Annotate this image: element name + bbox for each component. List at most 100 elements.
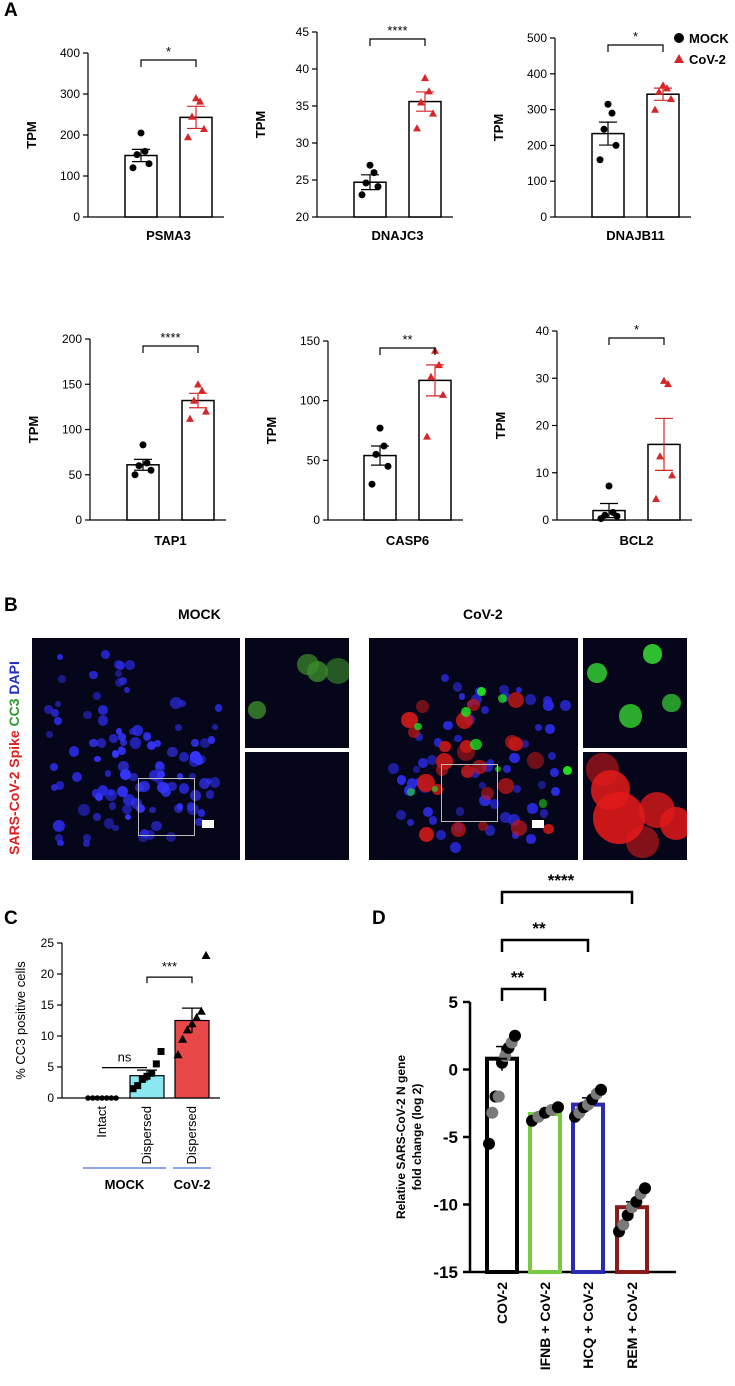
bcl2-ytick-label: 20 xyxy=(536,419,550,433)
cell xyxy=(167,781,177,792)
cell xyxy=(109,733,119,743)
cell xyxy=(549,768,559,778)
cell xyxy=(161,787,172,798)
cell xyxy=(97,704,108,716)
legend-marker-0 xyxy=(674,33,684,43)
cell xyxy=(94,792,103,801)
cell xyxy=(520,739,529,748)
mock-title: MOCK xyxy=(178,606,221,622)
d-point-rem xyxy=(617,1218,630,1231)
cell xyxy=(205,790,215,800)
dnajc3-point-mock xyxy=(370,169,378,177)
cell xyxy=(507,691,525,709)
dnajb11-point-mock xyxy=(612,141,620,149)
cell xyxy=(476,687,486,697)
dnajc3-ylabel: TPM xyxy=(253,111,268,138)
cell xyxy=(406,778,418,790)
dnajc3-point-cov xyxy=(421,73,429,82)
cell xyxy=(426,754,438,765)
c-comparison-line xyxy=(146,976,193,984)
cell xyxy=(662,693,681,713)
dnajc3-point-mock xyxy=(362,179,370,187)
cell xyxy=(43,704,54,715)
tap1-ylabel: TPM xyxy=(26,416,41,443)
c-point-dispersed-mock xyxy=(157,1048,165,1055)
cell xyxy=(57,839,64,847)
cell xyxy=(179,700,186,708)
d-comparison-label: ** xyxy=(532,919,546,938)
psma3-ytick-label: 200 xyxy=(60,128,80,142)
casp6-bar-mock xyxy=(363,454,397,521)
cell xyxy=(324,658,349,685)
tap1-point-cov xyxy=(198,386,206,394)
casp6-gene-label: CASP6 xyxy=(386,533,429,548)
cell xyxy=(119,677,128,685)
cell xyxy=(460,706,472,717)
cell xyxy=(458,693,466,700)
cell xyxy=(169,696,182,709)
cell xyxy=(502,765,511,774)
cell xyxy=(460,764,475,779)
bcl2-ytick-label: 0 xyxy=(542,513,549,527)
tap1-ytick-label: 0 xyxy=(75,513,82,527)
casp6-bar-cov xyxy=(418,379,452,521)
cell xyxy=(119,738,127,747)
c-ytick-label: 10 xyxy=(41,1029,55,1043)
tap1-point-mock xyxy=(147,466,155,474)
cov-inset-cc3 xyxy=(583,638,687,748)
cell xyxy=(418,758,428,768)
cell xyxy=(130,797,142,809)
dnajb11-ylabel: TPM xyxy=(491,114,506,141)
cell xyxy=(618,704,643,728)
cell xyxy=(504,735,519,750)
bcl2-sig-bracket xyxy=(608,337,665,345)
cell xyxy=(435,752,454,771)
panel-letter-c: C xyxy=(4,908,18,929)
bcl2-point-mock xyxy=(601,511,609,519)
psma3-sig-bracket xyxy=(140,59,197,67)
psma3-point-mock xyxy=(137,129,145,137)
c-ytick-label: 5 xyxy=(47,1060,54,1074)
stain-dapi: DAPI xyxy=(6,661,22,699)
bcl2-point-cov xyxy=(660,376,668,384)
dnajb11-point-mock xyxy=(604,100,612,108)
dnajc3-bar-cov xyxy=(408,100,442,218)
cell xyxy=(103,818,115,829)
mock-inset-spike xyxy=(245,752,349,860)
dnajc3-point-cov xyxy=(425,87,433,95)
cell xyxy=(414,722,422,731)
cell xyxy=(511,819,527,836)
cell xyxy=(543,700,555,711)
cell xyxy=(57,653,64,660)
c-point-intact xyxy=(108,1095,115,1101)
d-ytick-label: 5 xyxy=(449,993,458,1012)
cell xyxy=(485,825,496,836)
cell xyxy=(527,803,538,814)
bcl2-point-cov xyxy=(664,379,672,388)
c-ytick-label: 20 xyxy=(41,967,55,981)
bcl2-point-cov xyxy=(656,452,664,460)
cell xyxy=(306,661,328,683)
cell xyxy=(543,695,553,706)
cell xyxy=(538,799,548,808)
cell xyxy=(111,750,120,758)
cell xyxy=(174,804,184,813)
bcl2-ylabel: TPM xyxy=(493,412,508,439)
cov-inset-spike xyxy=(583,752,687,860)
cell xyxy=(123,686,131,694)
cell xyxy=(55,701,62,708)
psma3-ylabel: TPM xyxy=(24,121,39,148)
d-bar-hcq xyxy=(571,1102,605,1274)
dnajc3-ytick-label: 20 xyxy=(296,210,310,224)
tap1-bar-mock xyxy=(126,464,160,521)
cell xyxy=(432,785,439,792)
cell xyxy=(199,737,210,748)
cov-title: CoV-2 xyxy=(463,606,503,622)
tap1-ytick-label: 50 xyxy=(69,468,83,482)
cell xyxy=(396,774,407,785)
psma3-point-cov xyxy=(192,94,200,102)
dnajb11-ytick-label: 400 xyxy=(527,67,547,81)
cell xyxy=(148,769,160,781)
cell xyxy=(451,821,467,837)
casp6-ytick-label: 50 xyxy=(307,453,321,467)
